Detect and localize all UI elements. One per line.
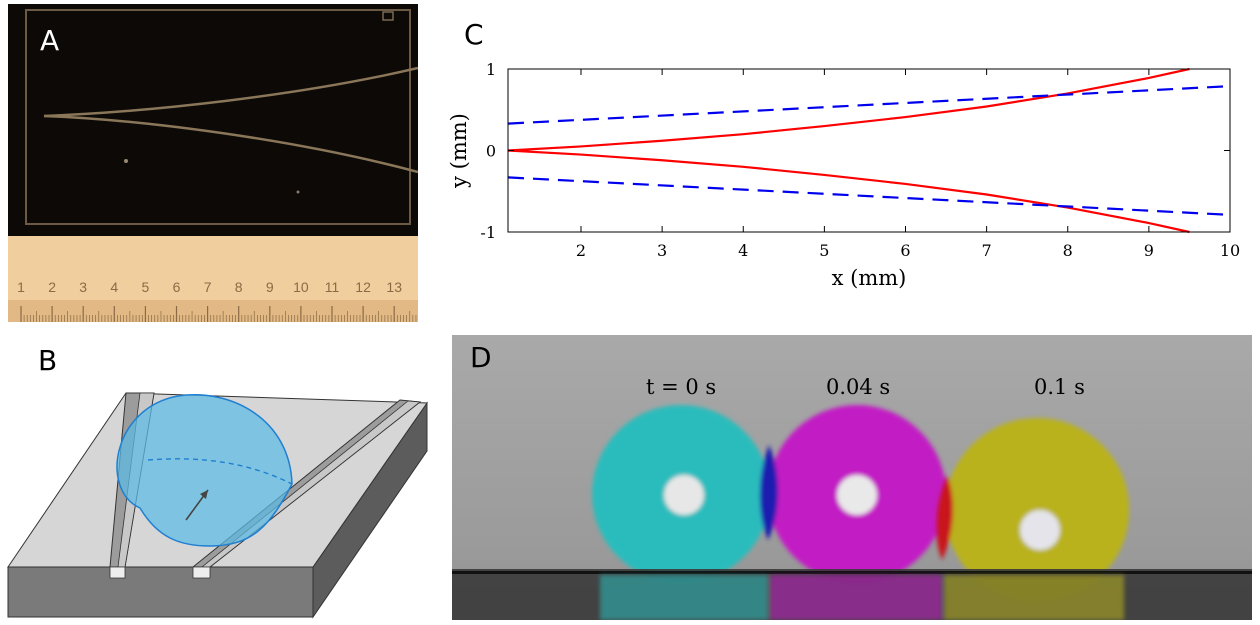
panel-label-a: A bbox=[40, 24, 60, 57]
ruler-tick-label: 13 bbox=[386, 279, 402, 295]
chart-series-line-3 bbox=[507, 85, 1231, 125]
profile-chart: 2 3 4 5 6 7 8 9 10 -1 0 1 x (mm) y (mm) bbox=[447, 60, 1240, 290]
ruler-tick-label: 4 bbox=[110, 279, 118, 295]
dust-speck bbox=[124, 159, 128, 163]
x-tick-label: 9 bbox=[1144, 241, 1154, 260]
ruler-tick-label: 9 bbox=[266, 279, 274, 295]
schematic-drawing bbox=[7, 392, 428, 619]
dust-speck bbox=[296, 190, 300, 194]
panel-label-b: B bbox=[38, 344, 58, 377]
chart-series-line-2 bbox=[507, 149, 1190, 234]
droplet-contact-line bbox=[147, 458, 293, 485]
ruler-tick-label: 8 bbox=[235, 279, 243, 295]
x-tick-label: 6 bbox=[900, 241, 910, 260]
overlap-region-t0-t1 bbox=[759, 445, 778, 540]
frame-label-t1: 0.04 s bbox=[826, 375, 891, 399]
ruler-tick-label: 7 bbox=[204, 279, 212, 295]
ruler-tick-label: 1 bbox=[17, 279, 25, 295]
panel-label-c: C bbox=[464, 18, 484, 51]
droplet bbox=[116, 394, 293, 547]
chart-series-line-1 bbox=[507, 67, 1190, 152]
y-axis-label: y (mm) bbox=[447, 113, 471, 189]
x-tick-label: 8 bbox=[1063, 241, 1073, 260]
x-tick-label: 10 bbox=[1220, 241, 1240, 260]
ruler-tick-label: 10 bbox=[293, 279, 309, 295]
x-tick-label: 5 bbox=[819, 241, 829, 260]
ruler-tick-label: 12 bbox=[355, 279, 371, 295]
x-axis-label: x (mm) bbox=[832, 266, 907, 290]
photo-background bbox=[8, 4, 418, 236]
ruler-tick-label: 3 bbox=[79, 279, 87, 295]
frame-label-t0: t = 0 s bbox=[646, 375, 717, 399]
panel-c-chart: C 2 3 4 5 6 7 8 9 10 -1 0 1 x (mm) y (mm) bbox=[440, 10, 1260, 310]
x-tick-label: 7 bbox=[982, 241, 992, 260]
x-tick-label: 3 bbox=[657, 241, 667, 260]
highlight-t2 bbox=[1020, 510, 1060, 550]
reflection-t0 bbox=[600, 575, 768, 620]
panel-a-photo: 1 2 3 4 5 6 7 8 9 10 11 12 13 A bbox=[8, 4, 418, 322]
chart-series-line-4 bbox=[507, 176, 1231, 216]
ruler-tick-label: 5 bbox=[142, 279, 150, 295]
panel-label-d: D bbox=[470, 341, 492, 374]
droplet-sequence bbox=[452, 335, 1252, 620]
droplet-frame-t2 bbox=[945, 418, 1129, 602]
groove-lower bbox=[43, 114, 418, 174]
plate-corner-mark bbox=[382, 11, 394, 21]
ruler-tick-label: 2 bbox=[48, 279, 56, 295]
groove-upper bbox=[43, 66, 418, 118]
x-tick-label: 4 bbox=[738, 241, 748, 260]
frame-label-t2: 0.1 s bbox=[1034, 375, 1085, 399]
arrow-head-icon bbox=[200, 490, 208, 499]
chart-axes-frame bbox=[507, 68, 1231, 233]
ruler-ticks: 1 2 3 4 5 6 7 8 9 10 11 12 13 bbox=[17, 279, 417, 322]
y-tick-label: 1 bbox=[486, 60, 496, 79]
highlight-t0 bbox=[664, 475, 704, 515]
y-tick-label: -1 bbox=[480, 223, 496, 242]
glass-plate-edge bbox=[25, 9, 411, 225]
y-tick-label: 0 bbox=[486, 142, 496, 161]
reflection-t2 bbox=[944, 575, 1124, 620]
panel-b-schematic: B bbox=[0, 330, 440, 620]
slab-front-face bbox=[7, 566, 314, 618]
x-tick-label: 2 bbox=[576, 241, 586, 260]
highlight-t1 bbox=[837, 475, 877, 515]
reflection-t1 bbox=[770, 575, 942, 620]
plate-photo: 1 2 3 4 5 6 7 8 9 10 11 12 13 bbox=[8, 4, 418, 322]
overlap-region-t1-t2 bbox=[935, 475, 954, 560]
panel-d-photo: D t = 0 s 0.04 s 0.1 s bbox=[452, 335, 1252, 620]
ruler-tick-label: 11 bbox=[325, 279, 340, 295]
ruler-tick-label: 6 bbox=[173, 279, 181, 295]
